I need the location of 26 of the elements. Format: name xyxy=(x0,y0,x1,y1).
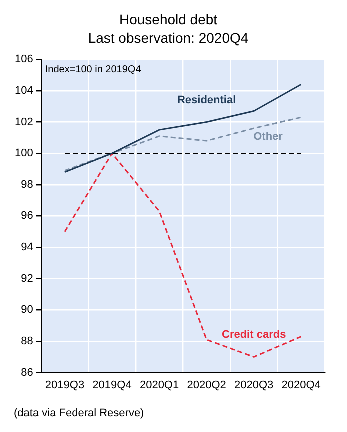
x-tick-label: 2020Q2 xyxy=(187,379,226,392)
y-tick-label: 104 xyxy=(14,84,34,97)
line-series xyxy=(64,152,302,358)
y-tick-label: 96 xyxy=(21,210,34,222)
y-tick-label: 106 xyxy=(14,54,34,66)
text: (data via Federal Reserve) xyxy=(14,408,144,420)
x-tick-label: 2020Q3 xyxy=(234,379,274,392)
y-tick-label: 90 xyxy=(21,304,34,316)
y-tick-label: 100 xyxy=(14,148,34,160)
annotation: Index=100 in 2019Q4 xyxy=(45,64,142,76)
series-label: Other xyxy=(254,131,284,144)
x-tick-label: 2020Q1 xyxy=(140,379,180,392)
y-tick-label: 92 xyxy=(21,272,34,285)
chart-title: Household debt xyxy=(119,11,218,28)
series-label: Residential xyxy=(177,94,236,106)
x-tick-label: 2019Q4 xyxy=(92,379,132,392)
x-tick-label: 2019Q3 xyxy=(45,379,85,392)
line-series xyxy=(64,116,302,172)
series-label: Credit cards xyxy=(222,329,286,342)
y-tick-label: 102 xyxy=(14,116,34,128)
y-tick-label: 88 xyxy=(21,336,34,348)
y-tick-label: 98 xyxy=(21,178,34,191)
chart-subtitle: Last observation: 2020Q4 xyxy=(88,30,249,46)
y-tick-label: 94 xyxy=(21,242,34,254)
x-tick-label: 2020Q4 xyxy=(282,379,321,392)
y-tick-label: 86 xyxy=(21,366,34,379)
